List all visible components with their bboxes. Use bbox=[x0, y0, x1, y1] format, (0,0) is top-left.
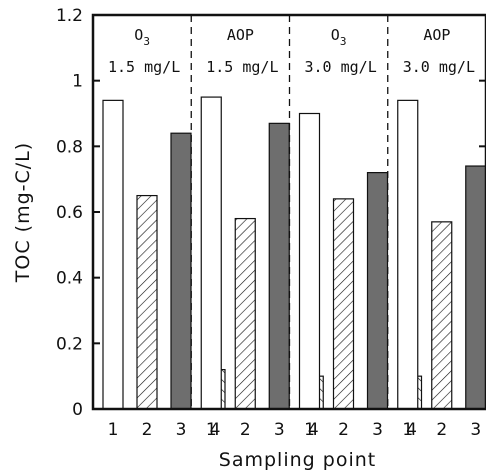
x-tick-label: 2 bbox=[338, 420, 349, 440]
bar-1-3 bbox=[170, 132, 192, 410]
bar-2-1 bbox=[200, 96, 222, 410]
y-tick-label: 0.8 bbox=[56, 137, 83, 157]
x-tick-label: 1 bbox=[108, 420, 119, 440]
panel-label-dose: 1.5 mg/L bbox=[206, 58, 278, 76]
bar-4-3 bbox=[465, 165, 486, 410]
panel-label-top: O3 bbox=[331, 26, 347, 48]
bar-2-2 bbox=[234, 217, 256, 410]
panel-label-top: O3 bbox=[134, 26, 150, 48]
bar-4-1 bbox=[397, 99, 419, 410]
x-tick-label: 4 bbox=[210, 420, 221, 440]
panel-label-dose: 3.0 mg/L bbox=[403, 58, 475, 76]
y-tick-label: 0.4 bbox=[56, 269, 83, 289]
panel-label-top: AOP bbox=[423, 26, 450, 44]
y-tick-label: 0.6 bbox=[56, 203, 83, 223]
x-tick-label: 2 bbox=[240, 420, 251, 440]
panel-label-top: AOP bbox=[227, 26, 254, 44]
x-tick-label: 4 bbox=[406, 420, 417, 440]
panel-label-dose: 1.5 mg/L bbox=[108, 58, 180, 76]
x-tick-label: 3 bbox=[372, 420, 383, 440]
x-tick-label: 1 bbox=[206, 420, 217, 440]
bar-1-2 bbox=[136, 194, 158, 410]
bar-4-2 bbox=[431, 221, 453, 410]
y-tick-label: 1.2 bbox=[56, 6, 83, 26]
x-tick-label: 1 bbox=[304, 420, 315, 440]
x-tick-label: 4 bbox=[308, 420, 319, 440]
x-tick-label: 3 bbox=[470, 420, 481, 440]
x-axis-title: Sampling point bbox=[219, 449, 376, 471]
plot-frame bbox=[91, 13, 486, 411]
bar-2-3 bbox=[268, 122, 290, 410]
bar-3-3 bbox=[366, 172, 389, 410]
x-tick-label: 2 bbox=[436, 420, 447, 440]
y-axis-title: TOC (mg-C/L) bbox=[12, 142, 34, 283]
bar-3-1 bbox=[298, 112, 321, 410]
x-tick-label: 3 bbox=[274, 420, 285, 440]
bar-1-1 bbox=[102, 99, 124, 410]
x-tick-label: 2 bbox=[142, 420, 153, 440]
plot-area: 0 0.2 0.4 0.6 0.8 1 1.2 O3 1.5 mg/L 1 2 3 4 AOP 1.5 mg… bbox=[12, 6, 486, 471]
y-tick-label: 0.2 bbox=[56, 334, 83, 354]
y-tick-label: 0 bbox=[72, 400, 83, 420]
x-tick-label: 1 bbox=[402, 420, 413, 440]
x-tick-label: 3 bbox=[176, 420, 187, 440]
panel-label-dose: 3.0 mg/L bbox=[305, 58, 377, 76]
bar-3-2 bbox=[332, 198, 355, 410]
y-tick-label: 1 bbox=[72, 72, 83, 92]
